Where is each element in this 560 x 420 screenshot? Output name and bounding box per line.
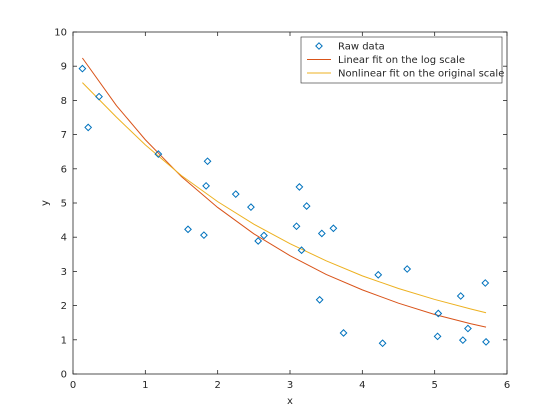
y-tick-label: 8 [61,96,67,107]
y-axis-label: y [40,200,51,206]
data-point [482,337,490,346]
legend: Raw data Linear fit on the log scale Nonli… [300,36,504,84]
legend-label: Raw data [338,42,385,53]
plot-area: 0 1 2 3 4 5 6 0 1 2 3 4 5 6 7 8 9 10 [54,28,510,392]
y-tick-label: 1 [61,335,67,346]
legend-box [300,36,503,84]
data-point [260,231,268,240]
y-axis-ticks: 0 1 2 3 4 5 6 7 8 9 10 [54,28,507,381]
data-point [434,309,443,318]
x-tick-label: 1 [142,380,148,391]
data-point [84,123,93,132]
data-point [403,265,412,273]
y-tick-label: 7 [61,130,67,141]
y-tick-label: 6 [61,164,67,175]
data-point [464,324,472,333]
data-point [317,229,326,238]
x-tick-label: 0 [70,380,76,391]
data-point [292,222,301,231]
data-point [203,157,212,166]
data-point [456,292,465,300]
data-point [329,224,338,233]
data-point [247,203,255,212]
data-point [433,332,442,341]
x-tick-label: 4 [359,380,365,391]
data-point [254,237,263,245]
y-tick-label: 5 [61,199,67,210]
legend-label: Linear fit on the log scale [338,55,465,66]
x-tick-label: 2 [214,380,220,391]
data-point [458,336,467,345]
y-tick-label: 9 [61,62,67,73]
raw-data-markers [78,64,490,348]
data-point [302,202,311,210]
data-point [184,225,192,234]
data-point [95,92,103,101]
data-point [315,295,324,304]
y-tick-label: 2 [61,301,67,312]
data-point [202,181,211,190]
y-tick-label: 10 [54,28,67,39]
data-point [200,231,208,240]
x-tick-label: 3 [287,380,293,391]
legend-marker-swatch [315,42,323,50]
y-tick-label: 3 [61,267,67,278]
data-point [378,339,387,348]
y-tick-label: 4 [61,233,67,244]
legend-items: Raw data Linear fit on the log scale Nonli… [307,42,504,80]
data-point [481,279,490,287]
data-point [297,246,306,255]
legend-label: Nonlinear fit on the original scale [338,69,504,80]
data-point [78,64,87,73]
data-point [295,183,304,191]
axes-box [72,31,508,375]
data-point [231,190,240,199]
data-point [339,329,348,337]
x-tick-label: 5 [431,380,437,391]
y-tick-label: 0 [61,370,67,381]
x-axis-label: x [287,396,293,407]
fit-line-2 [82,82,487,314]
fit-line-1 [81,57,487,328]
x-tick-label: 6 [504,380,510,391]
data-point [374,270,383,279]
data-point [154,150,163,159]
fit-lines [81,57,487,328]
x-axis-ticks: 0 1 2 3 4 5 6 [70,32,510,391]
